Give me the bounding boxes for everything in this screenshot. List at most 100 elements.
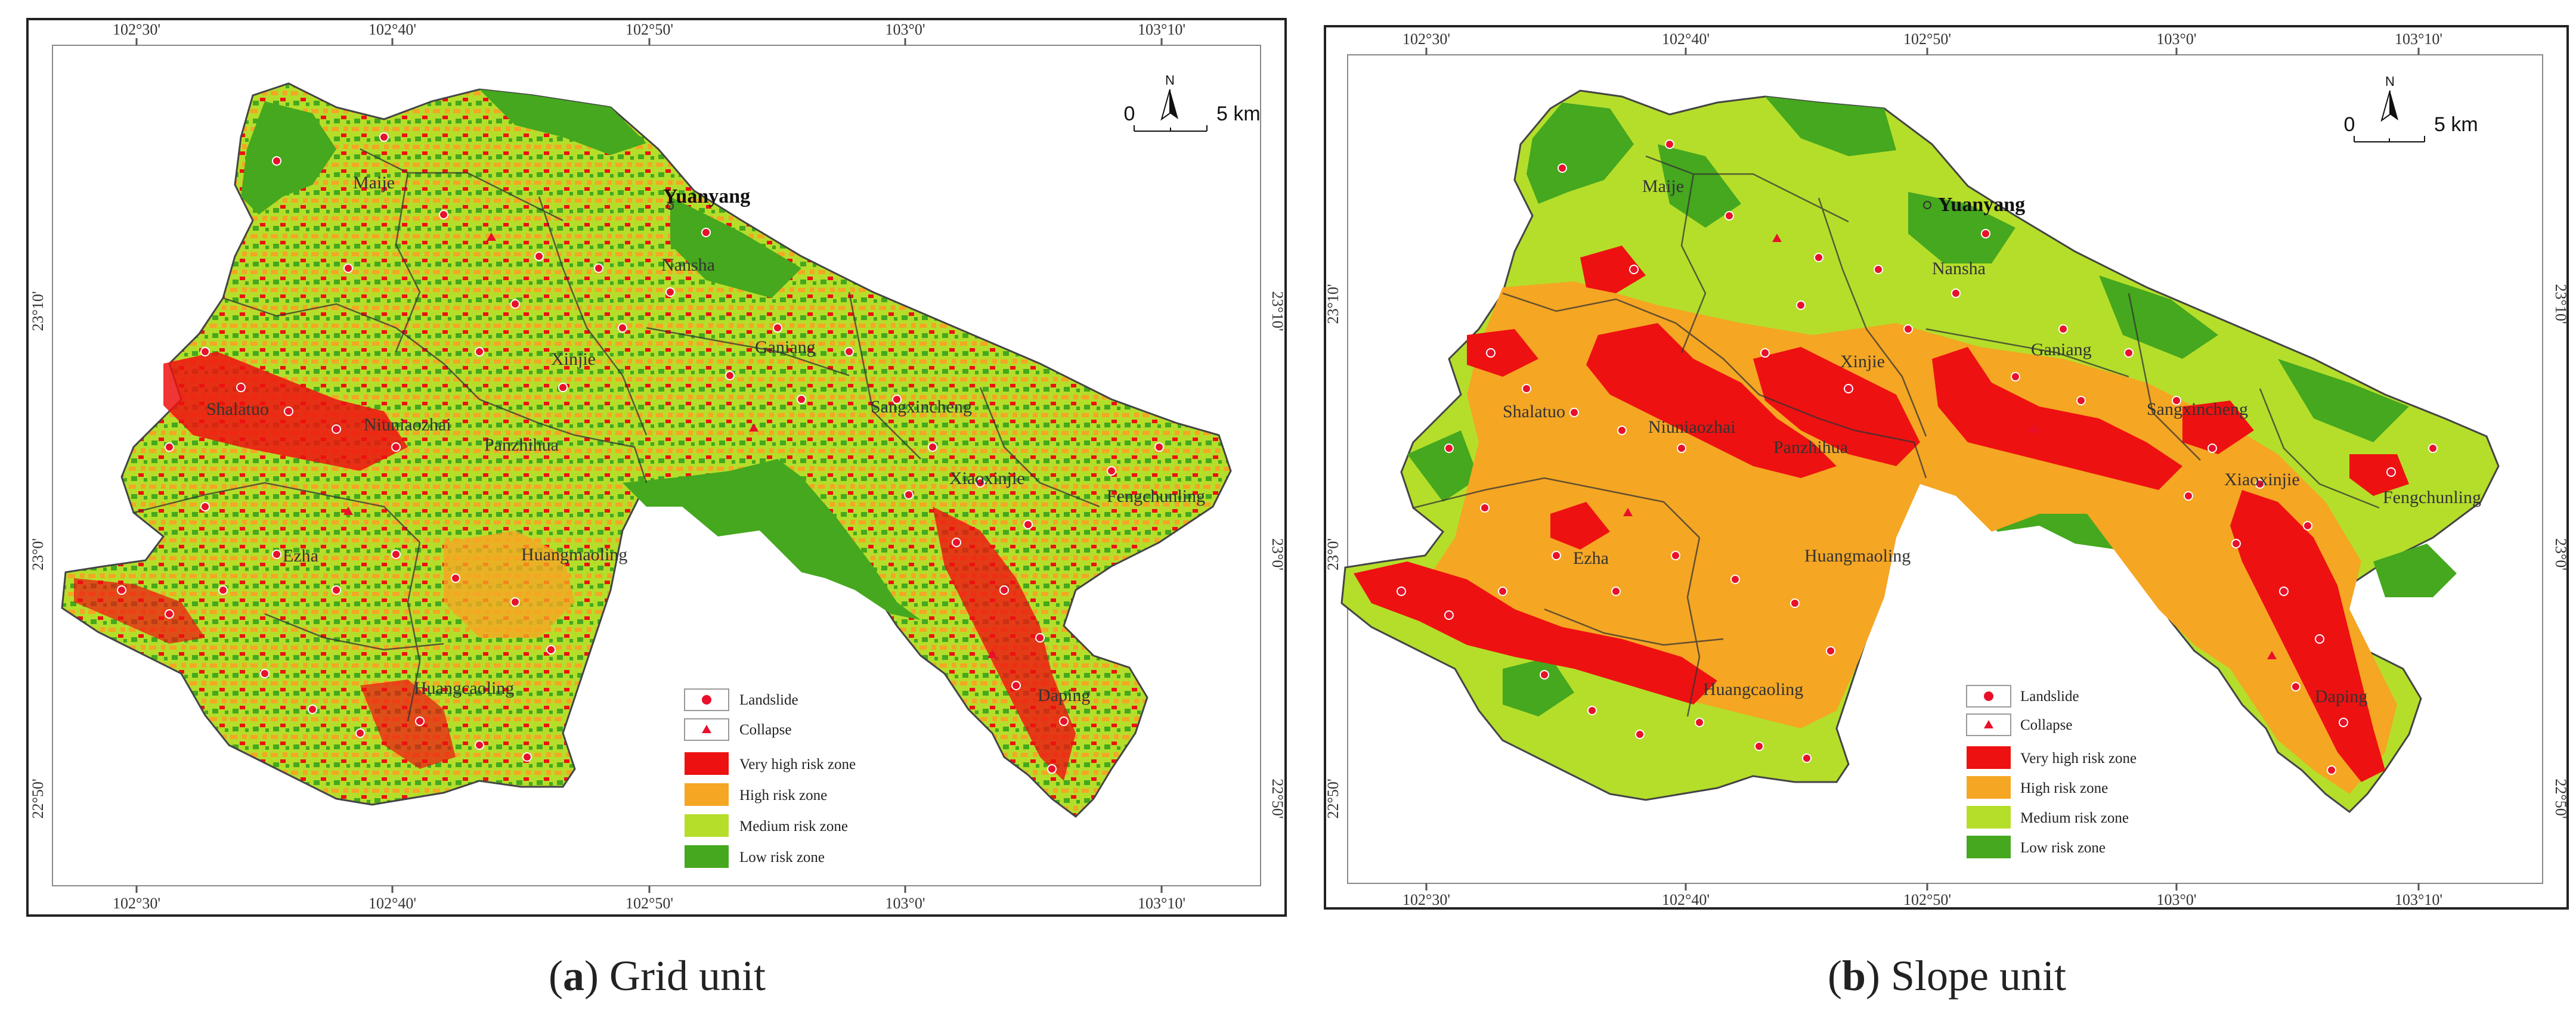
lon-tick-bottom-1: 102°30' [1402,891,1450,908]
lon-tick-bottom-1: 102°30' [113,895,160,912]
map-inner-frame [52,45,1261,886]
lon-tick-bottom-4: 103°0' [2156,891,2196,908]
scale-bar: 0 5 km [1124,103,1261,132]
svg-text:5 km: 5 km [2434,113,2478,136]
place-huangcaoling: Huangcaoling [1703,680,1803,699]
lat-tick-right-3: 22°50' [2552,778,2569,818]
place-panzhihua: Panzhihua [484,435,559,455]
lat-tick-right-1: 23°10' [2552,284,2569,324]
legend-high: High risk zone [739,787,827,803]
svg-text:0: 0 [2344,113,2355,136]
lon-tick-bottom-2: 102°40' [1662,891,1710,908]
place-fengchunling: Fengchunling [1107,486,1205,506]
north-arrow: N [1160,73,1178,121]
legend-collapse: Collapse [739,722,792,738]
lon-tick-top-2: 102°40' [1662,30,1710,48]
lat-tick-right-2: 23°0' [1269,538,1286,570]
scale-bar: 0 5 km [2344,113,2478,142]
place-niuniaozhai: Niuniaozhai [364,415,451,435]
place-daping: Daping [1038,685,1090,705]
place-ezha: Ezha [283,546,318,566]
svg-text:5 km: 5 km [1216,103,1261,125]
place-nansha: Nansha [1932,259,1986,278]
place-ezha: Ezha [1573,548,1609,568]
legend-low: Low risk zone [2020,840,2106,856]
svg-text:0: 0 [1124,103,1135,125]
place-xiaoxinjie: Xiaoxinjie [949,469,1025,488]
panel-b: 102°30' 102°40' 102°50' 103°0' 103°10' 1… [1324,25,2570,911]
place-xinjie: Xinjie [551,349,596,369]
place-daping: Daping [2315,687,2367,706]
legend: Landslide Collapse Very high risk zone H… [1966,685,2137,858]
lon-tick-top-3: 102°50' [1903,30,1951,48]
place-sangxincheng: Sangxincheng [871,397,972,417]
legend-landslide: Landslide [739,692,798,708]
place-ganiang: Ganiang [2031,340,2092,359]
lon-tick-top-4: 103°0' [2156,30,2196,48]
place-xinjie: Xinjie [1840,352,1885,371]
lon-tick-top-5: 103°10' [2395,30,2442,48]
map-a: 102°30' 102°40' 102°50' 103°0' 103°10' 1… [26,18,1287,917]
north-arrow: N [2380,74,2398,122]
lon-tick-bottom-3: 102°50' [1903,891,1951,908]
lon-tick-bottom-3: 102°50' [626,895,673,912]
caption-a: (a) Grid unit [549,952,766,1000]
north-label: N [1165,73,1175,88]
place-xiaoxinjie: Xiaoxinjie [2224,470,2300,489]
lon-tick-top-3: 102°50' [626,21,673,38]
lat-tick-left-1: 23°10' [1324,284,1342,324]
low-risk-area-1 [623,459,921,620]
legend-low: Low risk zone [739,849,825,865]
place-maije: Maije [1642,176,1684,196]
legend: Landslide Collapse Very high risk zone H… [684,688,856,868]
place-huangcaoling: Huangcaoling [414,678,514,698]
place-huangmaoling: Huangmaoling [1804,546,1911,566]
lat-tick-left-3: 22°50' [1324,778,1342,818]
place-ganiang: Ganiang [755,337,816,357]
place-nansha: Nansha [661,255,715,275]
lat-tick-left-1: 23°10' [29,291,47,331]
lon-tick-top-1: 102°30' [1402,30,1450,48]
lon-tick-top-2: 102°40' [369,21,416,38]
lon-tick-bottom-5: 103°10' [1138,895,1185,912]
township-boundaries [1413,155,2380,717]
place-shalatuo: Shalatuo [1503,402,1565,421]
very-high-risk-zones [1354,246,2409,782]
lon-ticks-top [135,38,1163,893]
place-yuanyang: Yuanyang [1938,194,2025,216]
very-high-risk-area-2 [933,507,1076,781]
landslide-markers [117,132,1164,774]
lon-tick-bottom-5: 103°10' [2395,891,2442,908]
panel-a: 102°30' 102°40' 102°50' 103°0' 103°10' 1… [26,18,1288,918]
lat-tick-right-2: 23°0' [2552,538,2569,570]
township-boundaries [133,148,1100,722]
legend-medium: Medium risk zone [2020,810,2129,826]
low-risk-area-4 [670,197,801,298]
landslide-markers [1397,139,2438,775]
place-panzhihua: Panzhihua [1773,438,1848,457]
lon-tick-bottom-4: 103°0' [885,895,925,912]
lat-tick-right-1: 23°10' [1269,291,1286,331]
lon-tick-top-1: 102°30' [113,21,160,38]
low-risk-area-3 [479,89,646,155]
lon-tick-bottom-2: 102°40' [369,895,416,912]
lat-tick-left-3: 22°50' [29,778,47,818]
legend-very-high: Very high risk zone [2020,750,2137,767]
north-label: N [2385,74,2395,89]
legend-high: High risk zone [2020,780,2108,796]
collapse-markers [343,232,997,658]
low-risk-area-2 [241,101,336,215]
lat-tick-right-3: 22°50' [1269,778,1286,818]
place-fengchunling: Fengchunling [2383,488,2481,507]
lat-tick-left-2: 23°0' [29,538,47,570]
lon-tick-top-5: 103°10' [1138,21,1185,38]
map-inner-frame [1347,54,2543,884]
caption-b: (b) Slope unit [1827,952,2067,1000]
legend-very-high: Very high risk zone [739,756,856,772]
place-huangmaoling: Huangmaoling [521,545,627,564]
very-high-risk-area-3 [74,578,205,644]
legend-collapse: Collapse [2020,717,2073,733]
legend-landslide: Landslide [2020,688,2079,705]
map-b: 102°30' 102°40' 102°50' 103°0' 103°10' 1… [1324,25,2569,910]
high-risk-area-1 [444,530,575,638]
